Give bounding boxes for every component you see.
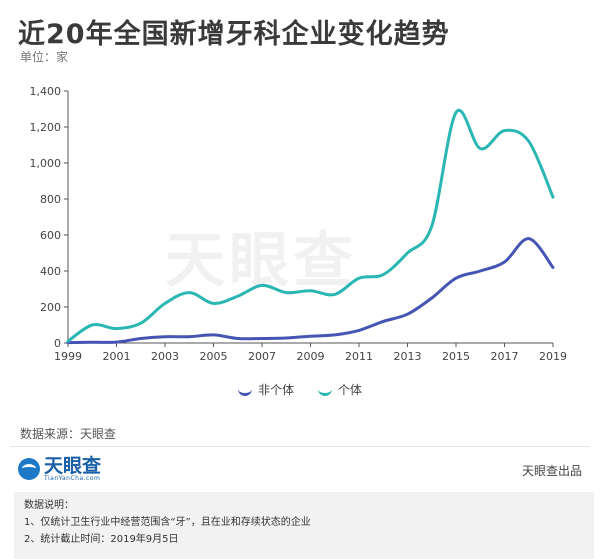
x-tick-label: 2003 bbox=[151, 350, 179, 363]
watermark: 天眼查 bbox=[165, 226, 357, 296]
line-chart: 0 200 400 600 800 1,000 1,200 1,400 1999 2001 2003… bbox=[30, 85, 568, 363]
x-tick-label: 2009 bbox=[297, 350, 325, 363]
x-tick-label: 2011 bbox=[345, 350, 373, 363]
legend-swatch-non-individual bbox=[238, 385, 253, 396]
x-tick-label: 1999 bbox=[54, 350, 82, 363]
notes-line-2: 2、统计截止时间：2019年9月5日 bbox=[24, 534, 179, 545]
y-tick-label: 800 bbox=[40, 193, 61, 206]
x-tick-label: 2005 bbox=[200, 350, 228, 363]
y-tick-label: 600 bbox=[40, 229, 61, 242]
legend: 非个体 个体 bbox=[0, 381, 600, 398]
tianyancha-logo: 天眼查 TianYanCha.com bbox=[18, 456, 101, 482]
x-tick-label: 2001 bbox=[103, 350, 131, 363]
x-tick-label: 2007 bbox=[248, 350, 276, 363]
divider bbox=[10, 446, 590, 447]
y-tick-label: 1,400 bbox=[30, 85, 62, 98]
x-tick-label: 2013 bbox=[394, 350, 422, 363]
notes-heading: 数据说明： bbox=[24, 500, 74, 511]
y-tick-label: 0 bbox=[54, 337, 61, 350]
series-line-non-individual bbox=[66, 237, 555, 345]
notes-line-1: 1、仅统计卫生行业中经营范围含“牙”，且在业和存续状态的企业 bbox=[24, 517, 311, 528]
x-tick-label: 2017 bbox=[491, 350, 519, 363]
x-tick-label: 2015 bbox=[442, 350, 470, 363]
legend-item-non-individual: 非个体 bbox=[238, 381, 294, 398]
y-tick-label: 400 bbox=[40, 265, 61, 278]
credit: 天眼查出品 bbox=[521, 464, 582, 478]
legend-swatch-individual bbox=[317, 385, 332, 396]
data-source: 数据来源：天眼查 bbox=[20, 427, 117, 441]
logo-subtext: TianYanCha.com bbox=[44, 474, 101, 482]
chart-title: 近20年全国新增牙科企业变化趋势 bbox=[18, 19, 450, 50]
y-tick-label: 1,200 bbox=[30, 121, 62, 134]
x-tick-label: 2019 bbox=[539, 350, 567, 363]
eye-logo-icon bbox=[18, 458, 40, 480]
legend-label-non-individual: 非个体 bbox=[258, 383, 295, 397]
y-tick-label: 200 bbox=[40, 301, 61, 314]
legend-label-individual: 个体 bbox=[337, 383, 362, 397]
y-tick-label: 1,000 bbox=[30, 157, 62, 170]
logo-text: 天眼查 bbox=[44, 454, 102, 477]
data-notes: 数据说明： 1、仅统计卫生行业中经营范围含“牙”，且在业和存续状态的企业 2、统… bbox=[14, 492, 594, 559]
series-line-individual bbox=[66, 108, 555, 343]
legend-item-individual: 个体 bbox=[317, 381, 362, 398]
unit-label: 单位：家 bbox=[20, 50, 69, 64]
